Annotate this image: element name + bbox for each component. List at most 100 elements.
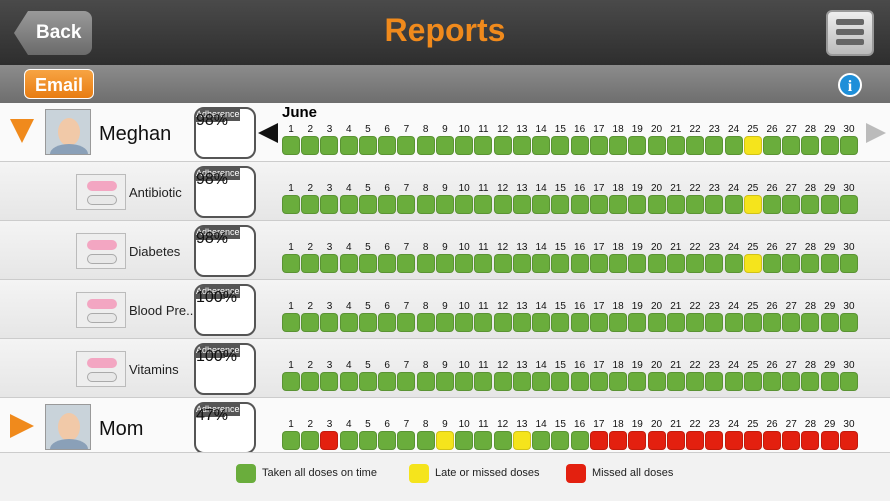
dose-square (320, 372, 339, 391)
dose-square (320, 313, 339, 332)
day-label: 10 (458, 124, 470, 135)
day-label: 14 (535, 419, 547, 430)
day-label: 8 (422, 360, 429, 371)
day-label: 20 (650, 183, 663, 194)
day-label: 1 (288, 301, 294, 312)
dose-square (570, 195, 589, 214)
day-label: 7 (403, 419, 410, 430)
day-label: 18 (612, 419, 624, 430)
day-label: 26 (766, 360, 778, 371)
dose-square (724, 195, 743, 214)
legend-label: Missed all doses (592, 467, 674, 479)
adherence-percent: 47% (196, 407, 229, 424)
day-label: 24 (727, 360, 740, 371)
day-label: 4 (345, 419, 352, 430)
dose-square (820, 254, 839, 273)
dose-square (282, 431, 300, 450)
day-label: 20 (650, 124, 663, 135)
dose-square (666, 195, 685, 214)
dose-square (378, 431, 397, 450)
pill (87, 240, 117, 250)
day-label: 16 (574, 301, 586, 312)
dose-square (839, 195, 858, 214)
dose-square (839, 313, 858, 332)
dose-square (301, 254, 320, 273)
email-button[interactable]: Email (24, 69, 94, 99)
adherence-percent: 100% (196, 289, 237, 306)
dose-square (743, 136, 762, 155)
dose-square (647, 372, 666, 391)
day-label: 5 (365, 124, 371, 135)
dose-square (493, 195, 512, 214)
dose-square (455, 136, 474, 155)
dose-square (801, 195, 820, 214)
day-label: 19 (631, 183, 643, 194)
day-label: 25 (747, 183, 759, 194)
dose-square (532, 431, 551, 450)
day-label: 16 (574, 183, 586, 194)
dose-square (512, 431, 531, 450)
day-label: 8 (422, 301, 429, 312)
dose-square (474, 372, 493, 391)
dose-square (455, 431, 474, 450)
dose-square (570, 254, 589, 273)
day-label: 18 (612, 183, 624, 194)
dose-square (378, 195, 397, 214)
dose-square (320, 254, 339, 273)
info-button[interactable]: i (838, 73, 862, 97)
day-label: 5 (365, 301, 371, 312)
dose-square (705, 254, 724, 273)
adherence-box: 30 DayAdherence98% (194, 225, 256, 277)
dose-square (416, 372, 435, 391)
day-label: 12 (497, 124, 509, 135)
dose-square (820, 136, 839, 155)
day-label: 3 (326, 301, 333, 312)
day-label: 30 (843, 242, 855, 253)
day-label: 23 (708, 242, 720, 253)
dose-square (320, 431, 339, 450)
day-label: 30 (843, 360, 855, 371)
adherence-caption: Adherence (196, 286, 240, 298)
day-label: 27 (785, 301, 797, 312)
day-label: 19 (631, 301, 643, 312)
dose-square (397, 313, 416, 332)
dose-square (705, 313, 724, 332)
dose-square (763, 136, 781, 155)
person-name: Mom (99, 418, 144, 440)
day-label: 20 (650, 419, 663, 430)
dose-square (628, 372, 647, 391)
dose-square (397, 195, 416, 214)
dose-square (647, 136, 666, 155)
dose-square (628, 313, 647, 332)
dose-square (609, 372, 628, 391)
day-label: 14 (535, 183, 547, 194)
day-label: 28 (804, 360, 817, 371)
medication-name: Antibiotic (129, 185, 182, 200)
day-label: 29 (824, 242, 836, 253)
day-label: 4 (345, 301, 352, 312)
dose-square (724, 431, 743, 450)
dose-square (320, 195, 339, 214)
day-label: 5 (365, 183, 371, 194)
dose-square (609, 195, 628, 214)
dose-square (378, 136, 397, 155)
dose-square (589, 136, 608, 155)
dose-square (628, 195, 647, 214)
dose-square (474, 195, 493, 214)
day-label: 9 (442, 124, 448, 135)
menu-button[interactable] (826, 10, 874, 56)
back-button[interactable]: Back (14, 11, 92, 55)
dose-square (686, 372, 705, 391)
medication-name: Diabetes (129, 244, 181, 259)
dose-square (358, 254, 377, 273)
day-label: 2 (307, 301, 314, 312)
dose-square (801, 431, 820, 450)
day-label: 26 (766, 124, 778, 135)
dose-square (589, 431, 608, 450)
dose-square (358, 372, 377, 391)
day-label: 7 (403, 301, 410, 312)
day-label: 12 (497, 360, 509, 371)
dose-square (532, 372, 551, 391)
day-label: 30 (843, 124, 855, 135)
